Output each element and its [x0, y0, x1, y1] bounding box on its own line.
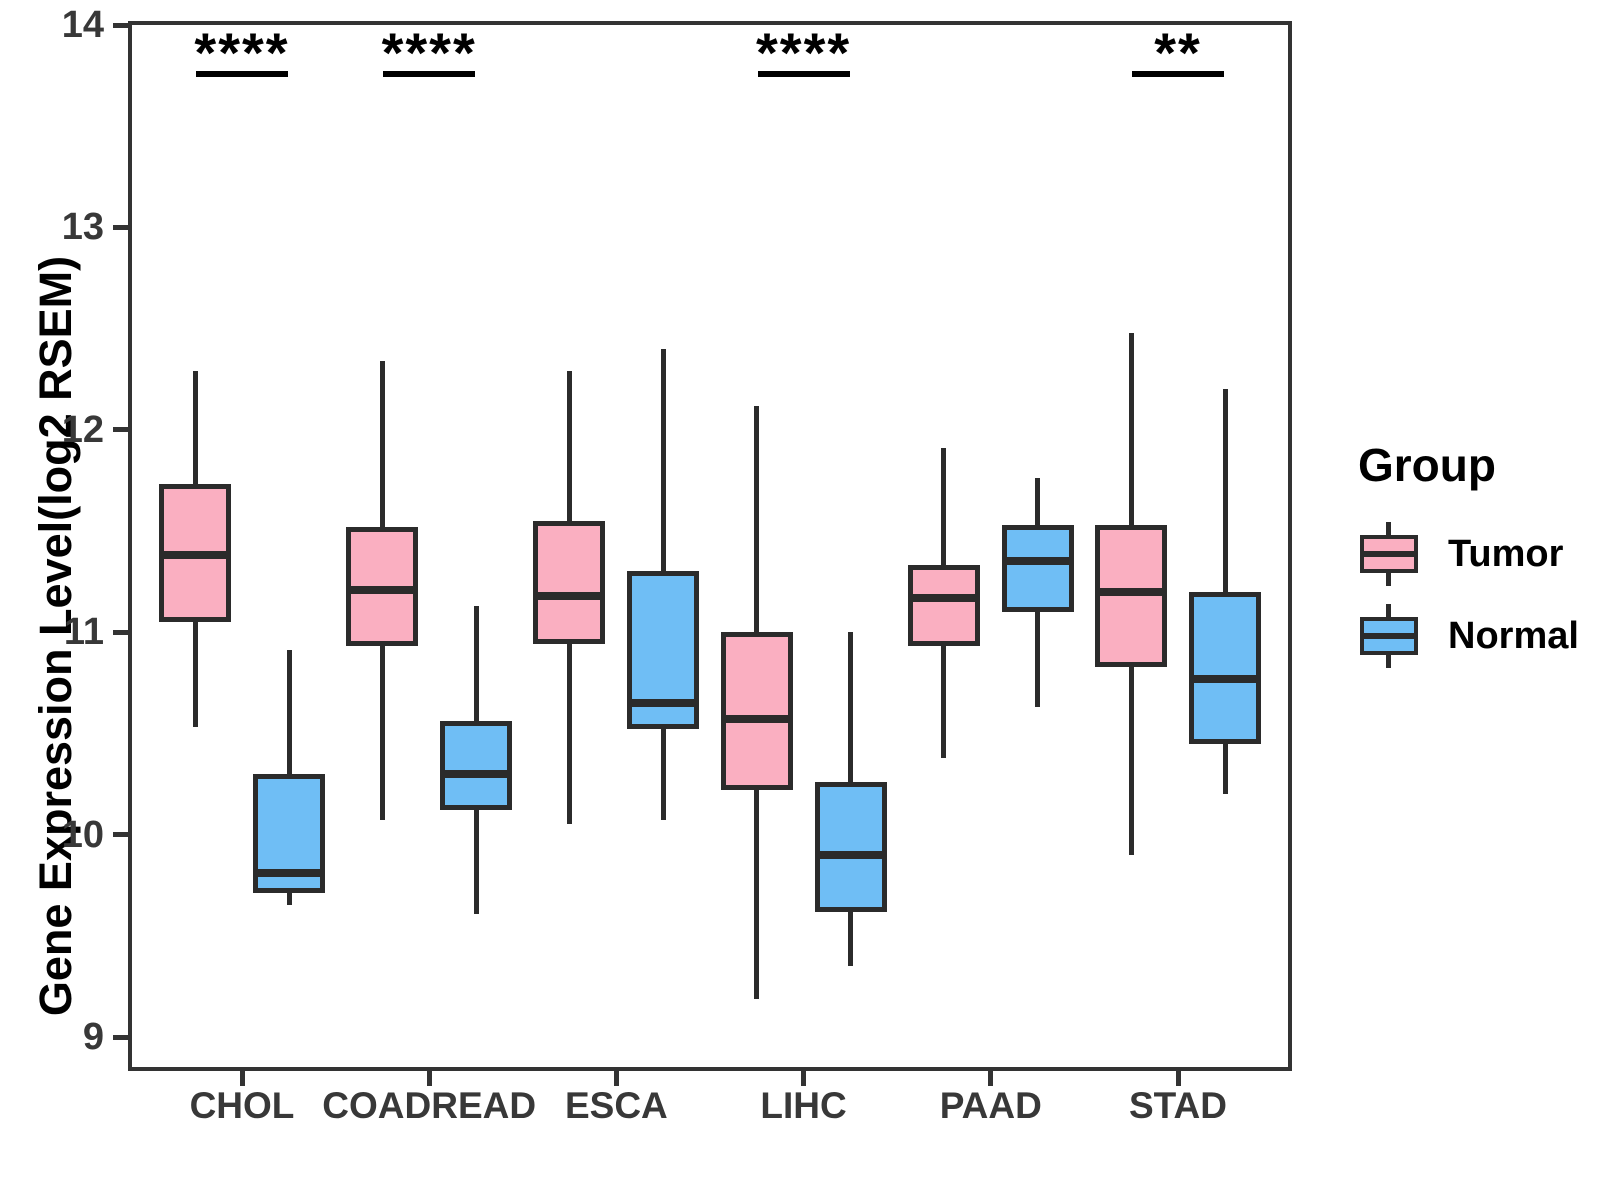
legend-item-normal: Normal	[1332, 604, 1600, 668]
y-axis-tick	[113, 1034, 128, 1040]
x-axis-tick	[1175, 1071, 1181, 1086]
median-normal-coadread	[440, 769, 513, 778]
legend: Group Tumor Normal	[1332, 438, 1600, 686]
box-tumor-stad	[1095, 524, 1167, 667]
median-tumor-stad	[1095, 587, 1167, 596]
median-normal-chol	[253, 869, 325, 878]
box-normal-stad	[1189, 591, 1261, 744]
whisker-upper-normal-coadread	[473, 605, 479, 722]
y-tick-label: 14	[61, 4, 104, 46]
median-tumor-chol	[159, 551, 231, 560]
median-tumor-paad	[907, 593, 980, 602]
median-tumor-coadread	[346, 585, 419, 594]
x-axis-tick	[613, 1071, 619, 1086]
y-axis-tick	[113, 832, 128, 838]
whisker-upper-normal-lihc	[848, 632, 854, 782]
box-normal-paad	[1001, 524, 1074, 612]
y-tick-label: 12	[61, 408, 104, 451]
y-tick-label: 13	[61, 206, 104, 249]
x-tick-label: ESCA	[564, 1085, 668, 1126]
y-axis-tick	[113, 22, 128, 28]
box-tumor-esca	[533, 520, 606, 645]
legend-title: Group	[1358, 439, 1496, 491]
y-axis-tick	[113, 224, 128, 230]
median-tumor-esca	[533, 591, 606, 600]
y-tick-label: 10	[61, 813, 104, 856]
whisker-lower-normal-lihc	[848, 911, 854, 967]
x-tick-label: STAD	[1129, 1085, 1227, 1126]
box-tumor-paad	[907, 565, 980, 647]
whisker-upper-tumor-chol	[192, 371, 198, 485]
whisker-upper-normal-esca	[660, 348, 666, 572]
legend-glyph-whisker-bot	[1386, 654, 1391, 668]
y-tick-label: 11	[63, 611, 104, 654]
whisker-lower-normal-chol	[286, 893, 292, 906]
median-normal-paad	[1001, 557, 1074, 566]
legend-label: Tumor	[1448, 532, 1564, 575]
x-tick-label: PAAD	[939, 1085, 1042, 1126]
whisker-lower-normal-esca	[660, 729, 666, 821]
legend-items: Tumor Normal	[1332, 522, 1600, 668]
legend-glyph-whisker-top	[1386, 604, 1391, 618]
whisker-upper-tumor-stad	[1128, 332, 1134, 525]
x-axis-tick	[988, 1071, 994, 1086]
legend-glyph-whisker-top	[1386, 522, 1391, 536]
median-normal-stad	[1189, 674, 1261, 683]
whisker-lower-tumor-paad	[941, 646, 947, 758]
x-axis-tick	[801, 1071, 807, 1086]
x-axis-tick	[239, 1071, 245, 1086]
box-tumor-lihc	[720, 632, 793, 791]
x-tick-label: LIHC	[760, 1085, 847, 1126]
whisker-upper-tumor-esca	[566, 371, 572, 521]
legend-glyph-whisker-bot	[1386, 572, 1391, 586]
whisker-lower-normal-paad	[1035, 611, 1041, 708]
whisker-upper-tumor-paad	[941, 448, 947, 566]
whisker-lower-tumor-lihc	[754, 790, 760, 999]
whisker-lower-normal-coadread	[473, 810, 479, 914]
y-tick-label: 9	[82, 1016, 104, 1058]
whisker-lower-tumor-stad	[1128, 666, 1134, 855]
significance-stars-lihc: ****	[756, 21, 852, 84]
median-normal-esca	[627, 699, 700, 708]
legend-item-tumor: Tumor	[1332, 522, 1600, 586]
whisker-upper-normal-stad	[1222, 389, 1228, 592]
significance-bar-lihc	[757, 71, 850, 77]
significance-bar-chol	[196, 71, 288, 77]
whisker-lower-tumor-coadread	[379, 646, 385, 821]
legend-label: Normal	[1448, 614, 1579, 657]
y-axis-tick	[113, 629, 128, 635]
whisker-upper-normal-paad	[1035, 478, 1041, 525]
x-tick-label: COADREAD	[322, 1085, 537, 1126]
median-tumor-lihc	[720, 715, 793, 724]
whisker-upper-normal-chol	[286, 650, 292, 774]
significance-stars-stad: **	[1154, 21, 1202, 84]
significance-bar-stad	[1132, 71, 1224, 77]
box-normal-coadread	[440, 721, 513, 811]
whisker-upper-tumor-coadread	[379, 360, 385, 527]
whisker-lower-tumor-chol	[192, 622, 198, 728]
x-axis-tick	[426, 1071, 432, 1086]
legend-glyph-median	[1360, 551, 1418, 557]
whisker-lower-tumor-esca	[566, 644, 572, 825]
significance-bar-coadread	[383, 71, 476, 77]
y-axis-tick	[113, 427, 128, 433]
box-normal-lihc	[814, 781, 887, 912]
significance-stars-coadread: ****	[381, 21, 477, 84]
whisker-lower-normal-stad	[1222, 743, 1228, 795]
legend-glyph-median	[1360, 633, 1418, 639]
legend-boxplot-icon	[1360, 604, 1418, 668]
x-tick-label: CHOL	[189, 1085, 295, 1126]
legend-boxplot-icon	[1360, 522, 1418, 586]
median-normal-lihc	[814, 850, 887, 859]
whisker-upper-tumor-lihc	[754, 405, 760, 633]
